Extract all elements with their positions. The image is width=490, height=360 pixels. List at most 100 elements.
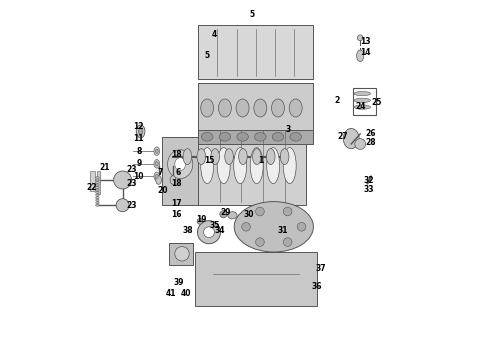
Ellipse shape (197, 219, 203, 224)
Text: 18: 18 (172, 179, 182, 188)
FancyBboxPatch shape (198, 83, 314, 133)
Ellipse shape (357, 35, 363, 41)
FancyBboxPatch shape (198, 25, 314, 79)
Text: 23: 23 (126, 165, 137, 174)
Text: 16: 16 (172, 210, 182, 219)
Text: 26: 26 (366, 129, 376, 138)
Text: 23: 23 (126, 201, 137, 210)
Text: 38: 38 (182, 226, 193, 235)
Text: 15: 15 (204, 156, 214, 165)
FancyBboxPatch shape (162, 137, 198, 205)
Ellipse shape (219, 132, 231, 141)
Ellipse shape (343, 129, 359, 149)
FancyBboxPatch shape (198, 130, 314, 144)
FancyBboxPatch shape (198, 126, 306, 205)
Ellipse shape (96, 204, 99, 206)
Ellipse shape (204, 227, 215, 238)
Text: 4: 4 (212, 30, 217, 39)
Ellipse shape (197, 221, 220, 244)
Ellipse shape (155, 162, 158, 166)
Text: 14: 14 (360, 48, 371, 57)
Ellipse shape (290, 132, 301, 141)
Text: 12: 12 (134, 122, 144, 131)
Text: 33: 33 (364, 185, 374, 194)
Ellipse shape (155, 149, 158, 153)
Text: 21: 21 (99, 163, 110, 172)
Text: 7: 7 (158, 168, 163, 177)
Ellipse shape (234, 202, 314, 252)
Ellipse shape (357, 50, 364, 62)
Text: 2: 2 (334, 96, 340, 105)
Text: 41: 41 (166, 289, 176, 298)
Ellipse shape (201, 132, 213, 141)
Ellipse shape (254, 132, 266, 141)
Text: 28: 28 (366, 138, 376, 147)
Text: 5: 5 (205, 51, 210, 60)
Ellipse shape (154, 147, 160, 156)
Ellipse shape (225, 149, 233, 165)
Ellipse shape (354, 91, 370, 96)
Ellipse shape (96, 184, 99, 186)
Text: 29: 29 (220, 208, 230, 217)
Text: 40: 40 (180, 289, 191, 298)
Text: 17: 17 (172, 199, 182, 208)
Text: 23: 23 (126, 179, 137, 188)
Text: 11: 11 (134, 134, 144, 143)
Ellipse shape (236, 99, 249, 117)
Text: 18: 18 (172, 150, 182, 159)
Ellipse shape (354, 105, 370, 109)
Text: 13: 13 (360, 37, 371, 46)
Ellipse shape (220, 211, 227, 218)
Text: 10: 10 (134, 172, 144, 181)
FancyBboxPatch shape (90, 171, 95, 191)
Text: 22: 22 (87, 183, 97, 192)
Text: 1: 1 (259, 156, 264, 165)
Ellipse shape (280, 149, 289, 165)
Ellipse shape (154, 172, 160, 181)
Text: 9: 9 (136, 159, 142, 168)
Ellipse shape (136, 125, 145, 138)
Ellipse shape (96, 199, 99, 201)
Ellipse shape (254, 99, 267, 117)
Ellipse shape (237, 132, 248, 141)
Ellipse shape (283, 238, 292, 246)
Text: 30: 30 (244, 210, 254, 219)
Ellipse shape (96, 192, 99, 194)
FancyBboxPatch shape (353, 88, 376, 115)
Ellipse shape (96, 181, 99, 184)
Ellipse shape (170, 176, 176, 184)
Text: 37: 37 (315, 264, 326, 273)
Text: 5: 5 (249, 10, 255, 19)
Ellipse shape (96, 179, 99, 181)
Ellipse shape (96, 197, 99, 199)
Ellipse shape (297, 222, 306, 231)
Text: 34: 34 (215, 226, 225, 235)
Ellipse shape (283, 207, 292, 216)
Ellipse shape (96, 202, 99, 204)
Ellipse shape (155, 174, 158, 179)
Ellipse shape (242, 222, 250, 231)
Ellipse shape (256, 238, 264, 246)
Ellipse shape (272, 132, 284, 141)
FancyBboxPatch shape (170, 243, 193, 265)
Ellipse shape (96, 176, 99, 179)
FancyBboxPatch shape (98, 171, 100, 194)
Text: 6: 6 (176, 168, 181, 177)
Text: 24: 24 (355, 102, 366, 111)
Ellipse shape (267, 148, 280, 184)
Ellipse shape (234, 148, 246, 184)
Ellipse shape (354, 98, 370, 103)
Ellipse shape (197, 149, 206, 165)
Ellipse shape (201, 99, 214, 117)
Ellipse shape (168, 150, 193, 179)
Text: 39: 39 (173, 278, 184, 287)
Ellipse shape (289, 99, 302, 117)
Text: 20: 20 (157, 186, 168, 195)
Ellipse shape (156, 176, 162, 184)
Ellipse shape (175, 247, 189, 261)
Ellipse shape (114, 171, 132, 189)
Text: 27: 27 (337, 132, 347, 141)
Ellipse shape (217, 148, 230, 184)
Ellipse shape (116, 199, 129, 212)
Text: 25: 25 (371, 98, 382, 107)
